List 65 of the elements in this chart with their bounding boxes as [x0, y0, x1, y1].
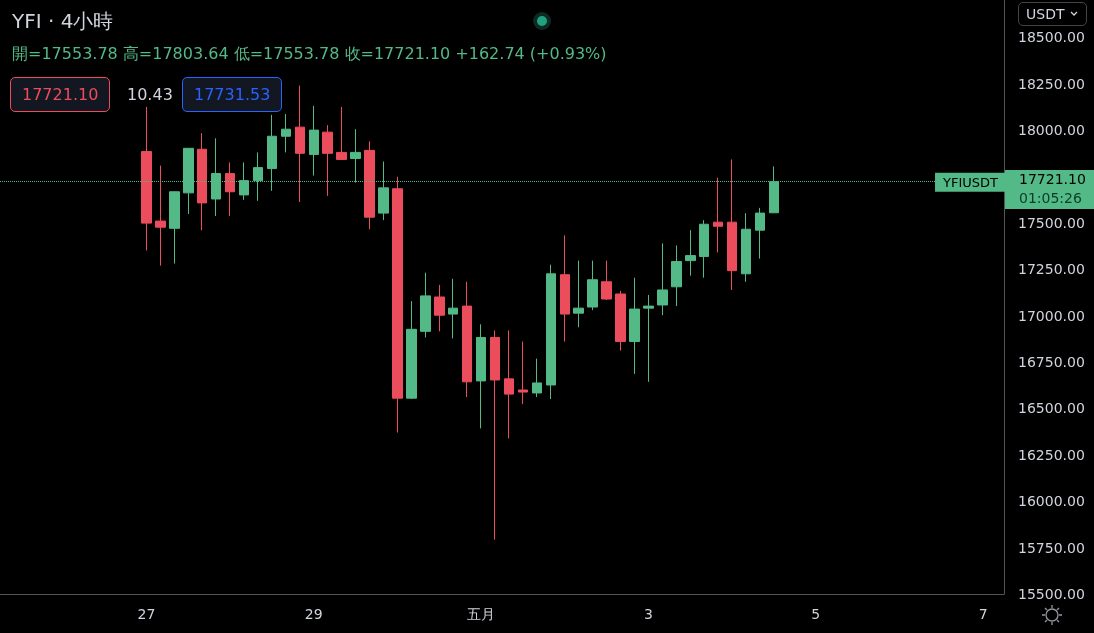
x-tick-label: 3: [643, 606, 653, 622]
y-tick-label: 17250.00: [1018, 261, 1085, 278]
candlestick: [434, 284, 445, 332]
candlestick: [727, 158, 737, 291]
candlestick: [601, 260, 612, 301]
candlestick: [629, 277, 640, 375]
candlestick: [560, 234, 570, 343]
y-tick-label: 18500.00: [1018, 29, 1085, 46]
text: 開=17553.78 高=17803.64 低=17553.78 收=17721.10 +162.74 (+0.93%): [12, 44, 607, 65]
candlestick: [518, 341, 528, 405]
candlestick: [755, 207, 765, 260]
candlestick: [573, 260, 584, 328]
candlestick: [295, 85, 305, 203]
y-tick-label: 17500.00: [1018, 214, 1085, 231]
candlestick: [685, 229, 696, 277]
candlestick: [657, 242, 668, 316]
text: 17721.10: [1005, 170, 1094, 189]
candlestick: [462, 281, 472, 398]
y-tick-label: 15500.00: [1018, 586, 1085, 602]
annotation: 17731.53: [182, 77, 283, 112]
candlestick: [504, 329, 514, 439]
text: YFI · 4小時: [12, 8, 114, 35]
y-tick-label: 16500.00: [1018, 400, 1085, 417]
x-tick-label: 五月: [467, 606, 496, 622]
candlestick: [490, 329, 500, 541]
y-tick-label: 18250.00: [1018, 75, 1085, 92]
x-tick-label: 7: [978, 606, 988, 622]
y-tick-label: 16000.00: [1018, 493, 1085, 510]
ref-line-label: YFIUSDT: [942, 174, 999, 190]
candlestick: [713, 177, 723, 253]
x-tick-label: 29: [304, 606, 323, 622]
candlestick: [476, 323, 486, 429]
text: 01:05:26: [1005, 189, 1094, 209]
candlestick: [448, 278, 458, 339]
candlestick: [671, 244, 682, 307]
candlestick: [364, 140, 375, 230]
x-tick-label: 5: [811, 606, 821, 622]
candlestick: [155, 165, 166, 267]
annotation: 17721.10: [10, 77, 111, 112]
y-tick-label: 16750.00: [1018, 353, 1085, 370]
candlestick: [336, 106, 347, 160]
candlestick: [532, 358, 542, 398]
candlestick: [225, 161, 235, 217]
candlestick: [281, 113, 291, 153]
candlestick: [141, 106, 152, 251]
candlestick: [699, 219, 709, 279]
y-tick-label: 18000.00: [1018, 121, 1085, 138]
y-tick-label: 16250.00: [1018, 446, 1085, 463]
text: USDT: [1018, 2, 1088, 26]
candlestick: [546, 264, 556, 400]
candlestick: [420, 272, 431, 338]
annotation: 10.43: [127, 84, 173, 106]
candlestick: [322, 124, 333, 197]
candlestick: [392, 176, 403, 434]
candlestick: [406, 300, 417, 400]
y-tick-label: 15750.00: [1018, 539, 1085, 556]
x-tick-label: 27: [137, 606, 156, 622]
candlestick: [587, 260, 598, 311]
candlestick: [169, 191, 180, 265]
candlestick: [741, 212, 751, 283]
candlestick: [643, 294, 654, 383]
candlestick: [309, 105, 319, 177]
candlestick: [197, 132, 207, 231]
y-tick-label: 17000.00: [1018, 307, 1085, 324]
candlestick: [615, 290, 626, 352]
